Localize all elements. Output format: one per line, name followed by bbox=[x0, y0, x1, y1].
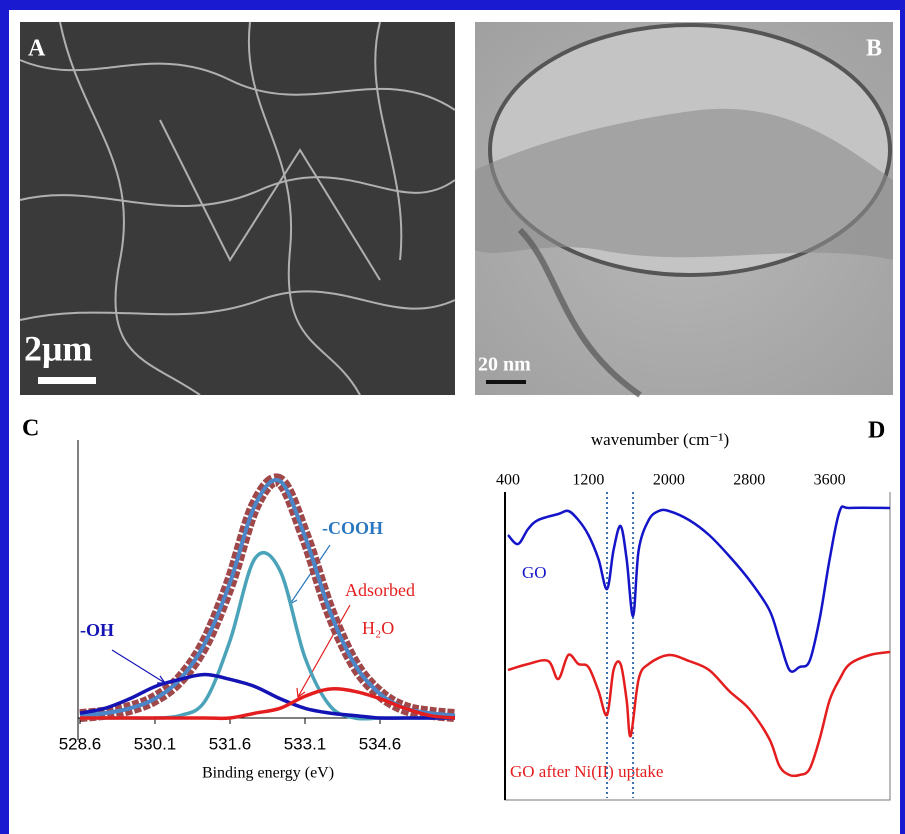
chart: A 2μm B 20 nm C D Binding energy (eV) -O… bbox=[0, 0, 905, 834]
panel-label: D bbox=[868, 418, 885, 444]
x-axis-label: wavenumber (cm⁻¹) bbox=[591, 430, 729, 449]
figure: A 2μm B 20 nm C D Binding energy (eV) -O… bbox=[0, 0, 905, 834]
x-tick-label: 531.6 bbox=[209, 734, 252, 753]
scale-bar bbox=[38, 377, 96, 384]
x-tick-label: 528.6 bbox=[59, 734, 102, 753]
x-tick-label: 400 bbox=[496, 472, 520, 489]
scale-bar-label: 20 nm bbox=[478, 354, 531, 376]
scale-bar-label: 2μm bbox=[24, 328, 92, 368]
scale-bar bbox=[486, 380, 526, 384]
x-tick-label: 534.6 bbox=[359, 734, 402, 753]
annotation: -OH bbox=[80, 620, 114, 640]
annotation: H₂O bbox=[362, 618, 394, 638]
tem-image bbox=[475, 22, 893, 395]
x-tick-label: 3600 bbox=[814, 472, 846, 489]
frame-left bbox=[0, 0, 9, 834]
panel-label: C bbox=[22, 416, 39, 442]
frame-right bbox=[900, 0, 905, 834]
series-label: GO bbox=[522, 563, 547, 582]
x-axis-label: Binding energy (eV) bbox=[202, 765, 334, 782]
panel-label: B bbox=[866, 36, 882, 62]
x-tick-label: 533.1 bbox=[284, 734, 327, 753]
x-tick-label: 2800 bbox=[733, 472, 765, 489]
x-tick-label: 1200 bbox=[572, 472, 604, 489]
series-line bbox=[508, 506, 890, 671]
x-tick-label: 2000 bbox=[653, 472, 685, 489]
annotation: -COOH bbox=[322, 518, 383, 538]
series-line bbox=[508, 652, 890, 776]
frame-top bbox=[0, 0, 905, 10]
x-tick-label: 530.1 bbox=[134, 734, 177, 753]
annotation: Adsorbed bbox=[345, 580, 415, 600]
panel-label: A bbox=[28, 36, 46, 62]
series-label: GO after Ni(II) uptake bbox=[510, 762, 663, 781]
